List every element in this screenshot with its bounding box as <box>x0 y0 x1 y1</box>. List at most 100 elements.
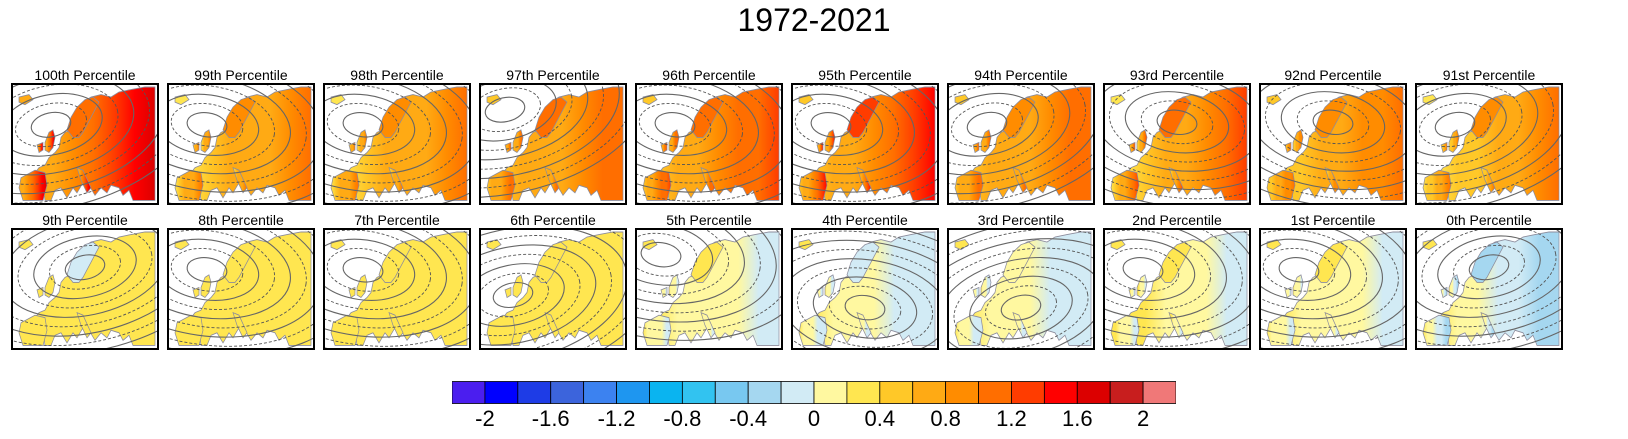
contour-line <box>1419 102 1491 148</box>
map-panel: 97th Percentile <box>479 68 627 205</box>
contour-line <box>492 281 534 309</box>
map-panel: 9th Percentile <box>11 213 159 350</box>
map-panel: 0th Percentile <box>1415 213 1563 350</box>
contour-line <box>1000 294 1042 321</box>
land-uk <box>1292 274 1304 299</box>
map-panel: 98th Percentile <box>323 68 471 205</box>
contour-line <box>1421 230 1557 309</box>
contour-line <box>325 85 432 166</box>
contour-line <box>796 267 934 348</box>
map-frame <box>167 83 315 205</box>
colorbar-tick-label: 1.6 <box>1061 406 1093 431</box>
map-panel: 99th Percentile <box>167 68 315 205</box>
contour-line <box>1417 85 1561 203</box>
contour-line <box>949 238 1093 348</box>
contour-line <box>13 230 157 337</box>
land-ireland <box>504 286 512 299</box>
contour-line <box>64 254 106 281</box>
contour-line <box>481 85 620 180</box>
contour-line <box>1105 85 1249 200</box>
contour-line <box>30 111 72 138</box>
contour-line <box>481 85 557 142</box>
contour-line <box>169 230 276 311</box>
contour-line <box>15 102 87 148</box>
contour-line <box>1156 109 1198 136</box>
colorbar-bin <box>517 381 552 404</box>
colorbar-bin <box>583 381 617 404</box>
contour-line <box>326 102 400 147</box>
land-scandinavia <box>534 241 568 283</box>
contour-line <box>1434 111 1476 138</box>
contour-line <box>1105 85 1249 181</box>
contour-line <box>949 85 1093 203</box>
contour-line <box>1105 230 1243 329</box>
panel-title: 3rd Percentile <box>977 212 1065 228</box>
map-svg <box>1415 83 1563 205</box>
land-ireland <box>660 141 668 154</box>
land-uk <box>1448 274 1460 299</box>
contour-line <box>13 85 157 195</box>
contour-line <box>1278 257 1320 283</box>
land-uk <box>1448 129 1460 154</box>
land-italy <box>856 166 872 194</box>
contour-line <box>481 272 549 318</box>
contour-line <box>481 85 589 161</box>
contour-line <box>793 85 931 184</box>
contour-line <box>637 230 781 332</box>
contour-line <box>169 230 313 338</box>
contour-line <box>325 230 469 338</box>
contour-line <box>637 85 781 202</box>
contour-line <box>1417 230 1561 337</box>
panel-title: 92nd Percentile <box>1284 67 1382 83</box>
contour-line <box>13 230 157 318</box>
contour-line <box>793 85 916 175</box>
land-ireland <box>192 286 200 299</box>
map-panel: 94th Percentile <box>947 68 1095 205</box>
colorbar-tick-label: 0.4 <box>864 406 896 431</box>
land-italy <box>76 311 92 339</box>
map-frame <box>635 228 783 350</box>
contour-line <box>13 92 103 157</box>
contour-line <box>1261 230 1399 329</box>
map-svg <box>635 83 783 205</box>
colorbar-bin <box>484 381 519 404</box>
colorbar-tick-label: 2 <box>1136 406 1150 431</box>
map-frame <box>479 83 627 205</box>
contour-line <box>1261 85 1405 172</box>
contour-line <box>1312 109 1354 136</box>
map-svg <box>947 228 1095 350</box>
land-ireland <box>192 141 200 154</box>
land-iceland <box>954 239 970 251</box>
contour-line <box>325 93 416 156</box>
contour-line <box>1417 230 1561 318</box>
contour-line <box>1122 257 1164 283</box>
panel-title: 1st Percentile <box>1290 212 1376 228</box>
contour-line <box>169 230 313 347</box>
land-iceland <box>486 94 502 106</box>
contour-line <box>17 230 153 309</box>
map-panel: 5th Percentile <box>635 213 783 350</box>
contour-line <box>169 85 276 166</box>
contour-line <box>186 112 228 138</box>
panel-title: 8th Percentile <box>198 212 284 228</box>
contour-line <box>1261 238 1352 301</box>
land-uk <box>200 129 212 154</box>
contour-line <box>1468 254 1510 281</box>
contour-line <box>186 257 228 283</box>
colorbar-bin <box>1142 381 1176 404</box>
contour-line <box>949 85 1093 195</box>
land-uk <box>668 129 680 154</box>
colorbar-bin <box>1109 381 1144 404</box>
land-scandinavia <box>66 241 100 283</box>
contour-line <box>953 266 1089 348</box>
land-ireland <box>972 141 980 154</box>
colorbar-tick-label: -2 <box>475 406 495 431</box>
colorbar-bin <box>978 381 1012 404</box>
map-panel: 91st Percentile <box>1415 68 1563 205</box>
land-ireland <box>348 286 356 299</box>
contour-line <box>637 230 777 323</box>
colorbar-tick-label: -0.4 <box>729 406 768 431</box>
map-frame <box>1415 228 1563 350</box>
contour-line <box>793 85 900 166</box>
map-frame <box>323 83 471 205</box>
